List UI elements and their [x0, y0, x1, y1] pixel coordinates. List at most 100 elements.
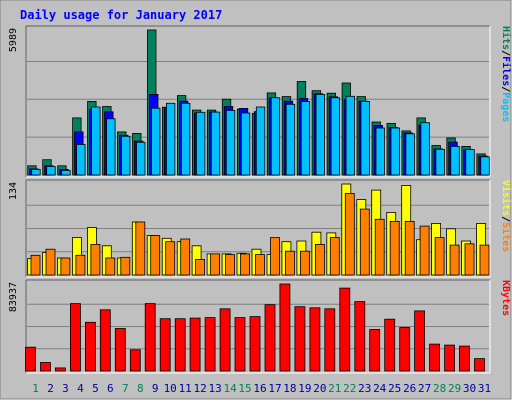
bar-kbytes-day-22: [339, 287, 351, 372]
bar-kbytes-day-9: [144, 303, 156, 372]
x-tick-label-day-28: 28: [433, 382, 446, 395]
legend-entry-hits: Hits: [500, 26, 512, 50]
bar-kbytes-day-5: [85, 321, 96, 372]
x-tick-label-day-29: 29: [448, 382, 461, 395]
x-tick-label-day-14: 14: [223, 382, 237, 395]
bar-pages-day-17: [270, 97, 281, 176]
bar-sites-day-21: [329, 237, 340, 276]
bar-kbytes-day-31: [474, 358, 485, 372]
bar-pages-day-20: [315, 94, 326, 176]
y-axis-max-label: 83937: [8, 282, 19, 312]
x-tick-label-day-17: 17: [268, 382, 281, 395]
bar-kbytes-day-18: [279, 283, 291, 372]
bar-pages-day-24: [375, 127, 385, 176]
bar-kbytes-day-23: [354, 301, 366, 372]
x-tick-label-day-13: 13: [208, 382, 221, 395]
bar-sites-day-29: [449, 244, 460, 276]
legend-entry-sites: Sites: [500, 222, 512, 252]
bar-pages-day-2: [46, 166, 56, 176]
bar-sites-day-9: [150, 235, 161, 276]
bar-sites-day-23: [359, 208, 370, 276]
legend: KBytes: [500, 280, 511, 316]
panel-hits-files-pages: 5989 Hits/Files/Pages: [8, 25, 512, 178]
bar-kbytes-day-30: [459, 345, 470, 372]
x-axis-day-labels: 1 2 3 4 5 6 7 8 9 10 11 12 13 14 15 16 17 18 19 20 21 22 23 24 2…: [32, 382, 491, 395]
legend-entry-: /: [500, 50, 511, 56]
bar-pages-day-21: [330, 97, 341, 176]
bar-sites-day-24: [374, 218, 385, 276]
bar-sites-day-18: [284, 250, 295, 276]
bar-pages-day-9: [151, 107, 161, 176]
bar-sites-day-17: [270, 237, 280, 276]
bar-pages-day-8: [136, 141, 146, 176]
bar-kbytes-day-13: [204, 317, 216, 372]
bar-pages-day-28: [435, 148, 445, 176]
bar-pages-day-1: [31, 168, 41, 176]
bar-sites-day-1: [30, 254, 41, 276]
bar-sites-day-20: [314, 243, 325, 276]
chart-title: Daily usage for January 2017: [20, 8, 222, 22]
x-tick-label-day-27: 27: [418, 382, 431, 395]
bar-pages-day-7: [121, 135, 131, 176]
y-axis-max-label: 5989: [8, 28, 19, 52]
legend-entry-kbytes: KBytes: [500, 280, 511, 316]
bar-pages-day-12: [195, 111, 206, 176]
bar-kbytes-day-4: [70, 303, 81, 372]
x-tick-label-day-12: 12: [193, 382, 206, 395]
bar-sites-day-26: [404, 220, 415, 276]
bar-kbytes-day-15: [234, 317, 246, 372]
bar-kbytes-day-2: [40, 362, 51, 372]
y-axis-max-label: 134: [8, 182, 19, 200]
bar-kbytes-day-21: [324, 308, 336, 372]
bar-kbytes-day-28: [429, 343, 441, 372]
bar-pages-day-30: [465, 149, 475, 176]
x-tick-label-day-20: 20: [313, 382, 326, 395]
legend: Hits/Files/Pages: [500, 26, 512, 122]
bar-kbytes-day-27: [414, 310, 426, 372]
x-tick-label-day-7: 7: [122, 382, 129, 395]
bar-kbytes-day-7: [114, 328, 126, 372]
bar-sites-day-15: [240, 253, 250, 276]
bar-pages-day-3: [61, 169, 71, 176]
legend: Visits/Sites: [500, 180, 512, 252]
bar-pages-day-22: [345, 95, 356, 176]
bar-pages-day-6: [106, 118, 116, 176]
bar-pages-day-10: [165, 102, 176, 176]
bar-sites-day-14: [225, 254, 236, 276]
bar-kbytes-day-11: [174, 318, 186, 372]
bar-kbytes-day-24: [369, 329, 381, 372]
bar-kbytes-day-8: [129, 349, 141, 372]
legend-entry-files: Files: [500, 56, 512, 86]
x-tick-label-day-10: 10: [164, 382, 177, 395]
bar-sites-day-4: [75, 254, 86, 276]
bar-pages-day-16: [255, 106, 266, 176]
bar-kbytes-day-26: [399, 327, 411, 372]
x-tick-label-day-21: 21: [328, 382, 341, 395]
bar-sites-day-7: [120, 256, 131, 276]
bar-kbytes-day-29: [444, 344, 456, 372]
bar-sites-day-2: [45, 248, 56, 276]
x-tick-label-day-9: 9: [152, 382, 159, 395]
bar-sites-day-12: [195, 258, 206, 276]
bar-sites-day-16: [255, 254, 265, 276]
x-tick-label-day-26: 26: [403, 382, 416, 395]
panel-kbytes: 83937 KBytes: [8, 279, 511, 374]
x-tick-label-day-4: 4: [77, 382, 84, 395]
x-tick-label-day-8: 8: [137, 382, 144, 395]
legend-entry-pages: Pages: [500, 92, 511, 122]
bar-kbytes-day-16: [249, 316, 261, 372]
bar-sites-day-28: [434, 237, 445, 276]
bar-pages-day-26: [405, 133, 415, 176]
bar-pages-day-14: [225, 110, 236, 176]
legend-entry-: /: [500, 216, 511, 222]
legend-entry-visits: Visits: [500, 180, 512, 216]
legend-entry-: /: [500, 86, 511, 92]
bar-pages-day-13: [210, 111, 221, 176]
bar-sites-day-8: [135, 221, 146, 276]
x-tick-label-day-31: 31: [478, 382, 491, 395]
bar-kbytes-day-25: [384, 318, 396, 372]
bar-kbytes-day-14: [219, 308, 231, 372]
bar-sites-day-25: [389, 220, 400, 276]
bar-pages-day-23: [360, 101, 370, 176]
